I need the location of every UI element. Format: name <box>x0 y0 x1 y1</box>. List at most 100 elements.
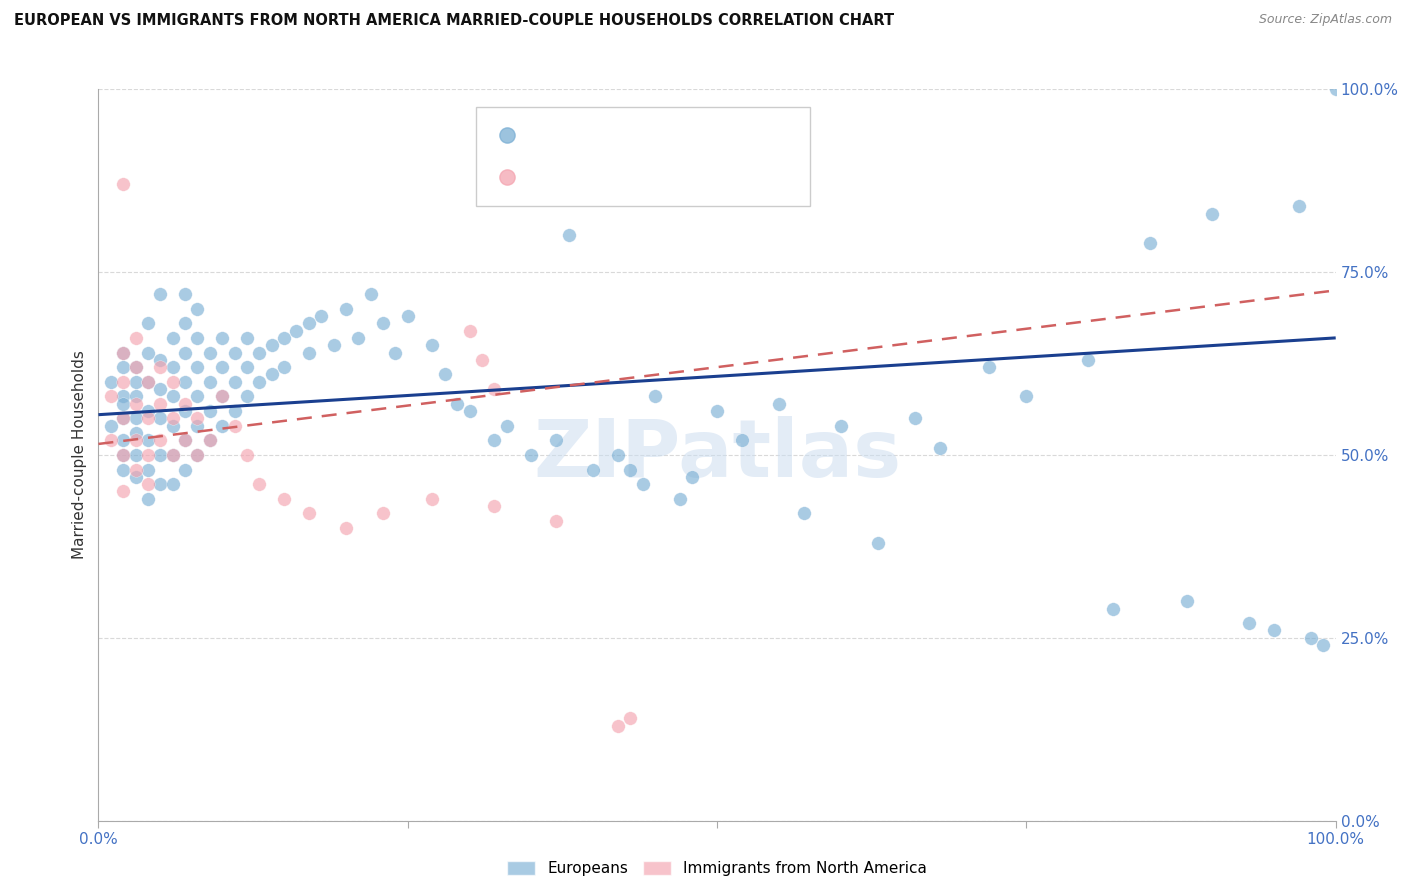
Point <box>484 434 506 448</box>
Point <box>186 418 208 433</box>
Point <box>1015 389 1038 403</box>
Point <box>112 434 135 448</box>
Point <box>211 360 233 375</box>
Point <box>149 434 172 448</box>
Point <box>162 448 184 462</box>
Point <box>224 404 246 418</box>
Point <box>1139 235 1161 250</box>
Point <box>446 397 468 411</box>
Point <box>211 418 233 433</box>
Point <box>136 411 159 425</box>
Point <box>247 345 270 359</box>
Point <box>396 309 419 323</box>
Point <box>136 462 159 476</box>
Point <box>495 418 517 433</box>
Point <box>681 470 703 484</box>
Point <box>174 375 197 389</box>
Point <box>335 521 357 535</box>
Point <box>186 411 208 425</box>
Point <box>384 345 406 359</box>
Point <box>211 389 233 403</box>
Point <box>830 418 852 433</box>
Point <box>149 397 172 411</box>
Point <box>484 382 506 396</box>
Point <box>768 397 790 411</box>
Point <box>124 389 146 403</box>
Point <box>162 477 184 491</box>
Point <box>186 331 208 345</box>
Point <box>112 389 135 403</box>
Point <box>149 477 172 491</box>
Point <box>124 448 146 462</box>
Point <box>631 477 654 491</box>
Point <box>186 448 208 462</box>
Point <box>247 375 270 389</box>
Point <box>546 514 568 528</box>
Point <box>162 375 184 389</box>
Point <box>979 360 1001 375</box>
Point <box>1077 352 1099 367</box>
Point <box>149 352 172 367</box>
Point <box>112 345 135 359</box>
Point <box>149 287 172 301</box>
Point <box>582 462 605 476</box>
Point <box>162 448 184 462</box>
Point <box>136 375 159 389</box>
Point <box>186 360 208 375</box>
Point <box>731 434 754 448</box>
Point <box>224 345 246 359</box>
Point <box>322 338 344 352</box>
Point <box>422 491 444 506</box>
Text: 0.150: 0.150 <box>588 168 640 186</box>
Point <box>309 309 332 323</box>
Point <box>371 507 394 521</box>
Point <box>162 331 184 345</box>
Point <box>100 434 122 448</box>
Point <box>471 352 494 367</box>
Point <box>458 324 481 338</box>
Point <box>904 411 927 425</box>
Point <box>1263 624 1285 638</box>
Point <box>100 389 122 403</box>
Point <box>198 404 221 418</box>
Point <box>162 411 184 425</box>
Point <box>928 441 950 455</box>
Point <box>186 448 208 462</box>
Point <box>347 331 370 345</box>
Text: R =: R = <box>540 168 576 186</box>
Point <box>124 434 146 448</box>
Point <box>198 375 221 389</box>
Point <box>273 491 295 506</box>
Point <box>273 331 295 345</box>
Point <box>112 397 135 411</box>
Point <box>162 389 184 403</box>
Point <box>124 397 146 411</box>
Point <box>198 345 221 359</box>
Point <box>1175 594 1198 608</box>
Point <box>112 178 135 192</box>
Point <box>112 411 135 425</box>
Y-axis label: Married-couple Households: Married-couple Households <box>72 351 87 559</box>
Point <box>174 316 197 330</box>
Point <box>458 404 481 418</box>
Point <box>136 316 159 330</box>
Text: Source: ZipAtlas.com: Source: ZipAtlas.com <box>1258 13 1392 27</box>
Point <box>1288 199 1310 213</box>
Point <box>149 382 172 396</box>
Point <box>433 368 456 382</box>
Point <box>607 448 630 462</box>
Point <box>619 462 641 476</box>
Point <box>136 345 159 359</box>
Point <box>100 418 122 433</box>
Point <box>124 331 146 345</box>
Point <box>866 535 889 549</box>
Point <box>546 434 568 448</box>
Point <box>124 360 146 375</box>
Point <box>360 287 382 301</box>
Text: N =: N = <box>668 168 704 186</box>
Point <box>124 425 146 440</box>
Point <box>162 418 184 433</box>
Point <box>174 462 197 476</box>
Point <box>112 345 135 359</box>
Point <box>112 360 135 375</box>
